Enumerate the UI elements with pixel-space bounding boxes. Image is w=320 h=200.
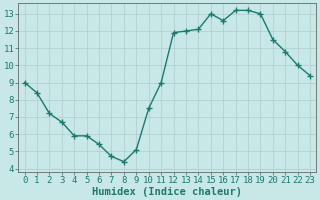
X-axis label: Humidex (Indice chaleur): Humidex (Indice chaleur) xyxy=(92,186,242,197)
